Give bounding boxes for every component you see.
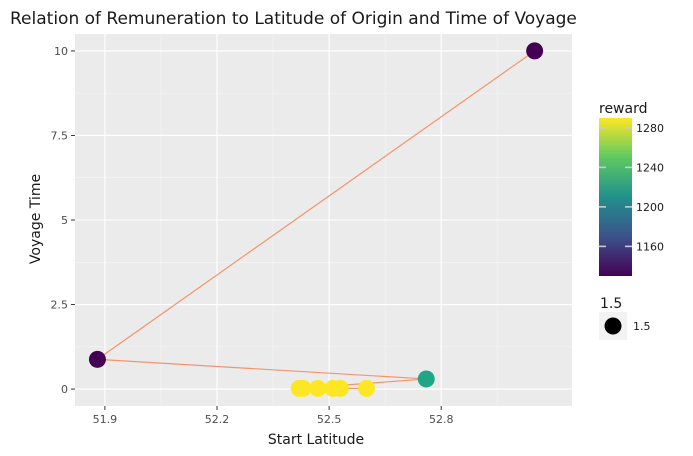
data-point: [294, 379, 312, 397]
x-tick-label: 52.8: [429, 413, 454, 426]
size-legend-title: 1.5: [600, 296, 622, 312]
size-legend: 1.5 1.5: [599, 296, 651, 340]
colorbar: [599, 118, 632, 276]
x-axis-title: Start Latitude: [268, 432, 364, 448]
color-legend-title: reward: [599, 101, 648, 117]
data-point: [357, 379, 375, 397]
data-point: [88, 350, 106, 368]
size-legend-point: [604, 317, 622, 335]
y-tick-label: 7.5: [51, 129, 69, 142]
color-legend: reward 1160 1200 1240 1280: [599, 101, 664, 276]
data-point: [309, 379, 327, 397]
data-point: [526, 42, 544, 60]
points-layer: [88, 42, 544, 397]
data-point: [331, 379, 349, 397]
y-ticks: 0 2.5 5 7.5 10: [51, 45, 75, 396]
x-tick-label: 51.9: [93, 413, 118, 426]
colorbar-tick-label: 1160: [636, 240, 664, 253]
y-tick-label: 10: [54, 45, 68, 58]
grid: [75, 34, 572, 406]
y-tick-label: 0: [61, 383, 68, 396]
size-legend-label: 1.5: [633, 320, 651, 333]
colorbar-tick-label: 1240: [636, 161, 664, 174]
colorbar-tick-label: 1200: [636, 201, 664, 214]
y-tick-label: 5: [61, 214, 68, 227]
x-tick-label: 52.5: [317, 413, 342, 426]
colorbar-ticks: 1160 1200 1240 1280: [599, 122, 664, 253]
y-tick-label: 2.5: [51, 299, 69, 312]
data-point: [417, 370, 435, 388]
x-ticks: 51.9 52.2 52.5 52.8: [93, 406, 454, 426]
colorbar-tick-label: 1280: [636, 122, 664, 135]
x-tick-label: 52.2: [205, 413, 230, 426]
chart-title: Relation of Remuneration to Latitude of …: [10, 9, 577, 29]
y-axis-title: Voyage Time: [28, 174, 44, 264]
